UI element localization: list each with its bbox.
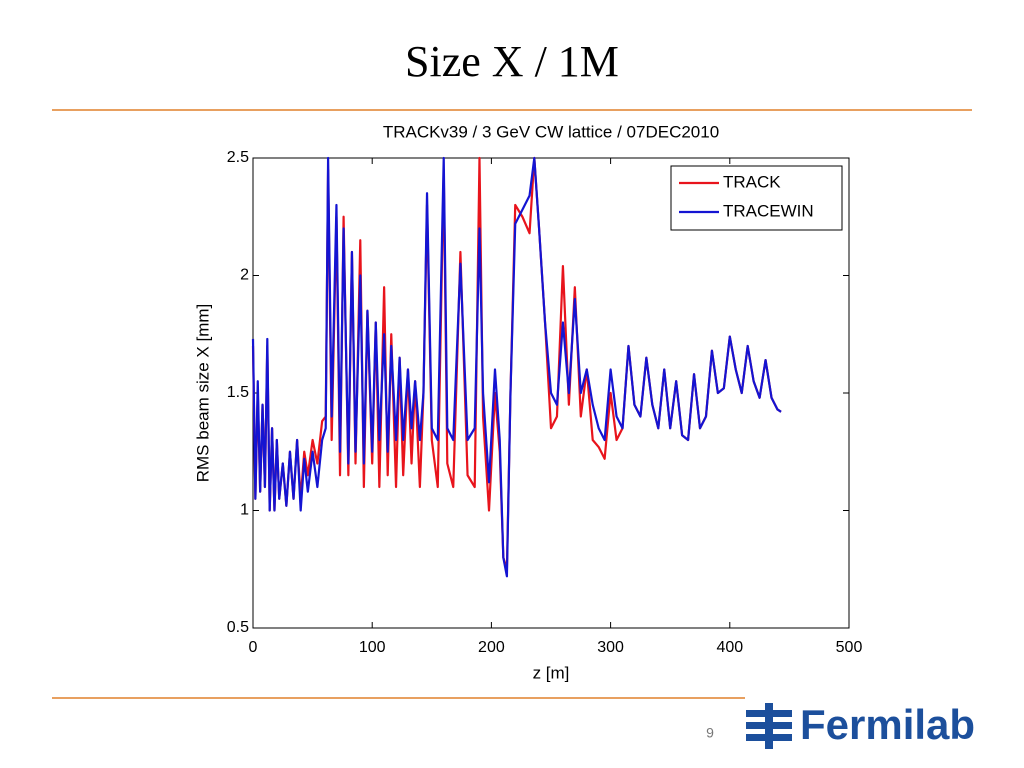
legend-label: TRACEWIN — [723, 201, 814, 220]
legend-label: TRACK — [723, 172, 781, 191]
y-tick-label: 2.5 — [227, 149, 249, 166]
x-tick-label: 300 — [597, 639, 624, 656]
y-tick-label: 2 — [240, 267, 249, 284]
x-tick-label: 400 — [716, 639, 743, 656]
y-tick-label: 0.5 — [227, 619, 249, 636]
x-tick-label: 0 — [249, 639, 258, 656]
x-tick-label: 500 — [836, 639, 863, 656]
x-tick-label: 100 — [359, 639, 386, 656]
y-axis-label: RMS beam size X [mm] — [193, 304, 212, 483]
y-tick-label: 1.5 — [227, 384, 249, 401]
x-axis-label: z [m] — [533, 663, 570, 682]
slide-title: Size X / 1M — [405, 37, 619, 86]
page-number: 9 — [706, 725, 714, 741]
logo-text: Fermilab — [800, 701, 975, 748]
logo-icon — [746, 703, 792, 749]
series-line — [251, 156, 782, 578]
chart-title: TRACKv39 / 3 GeV CW lattice / 07DEC2010 — [383, 122, 719, 141]
x-tick-label: 200 — [478, 639, 505, 656]
legend-box — [670, 165, 843, 231]
y-tick-label: 1 — [240, 502, 249, 519]
